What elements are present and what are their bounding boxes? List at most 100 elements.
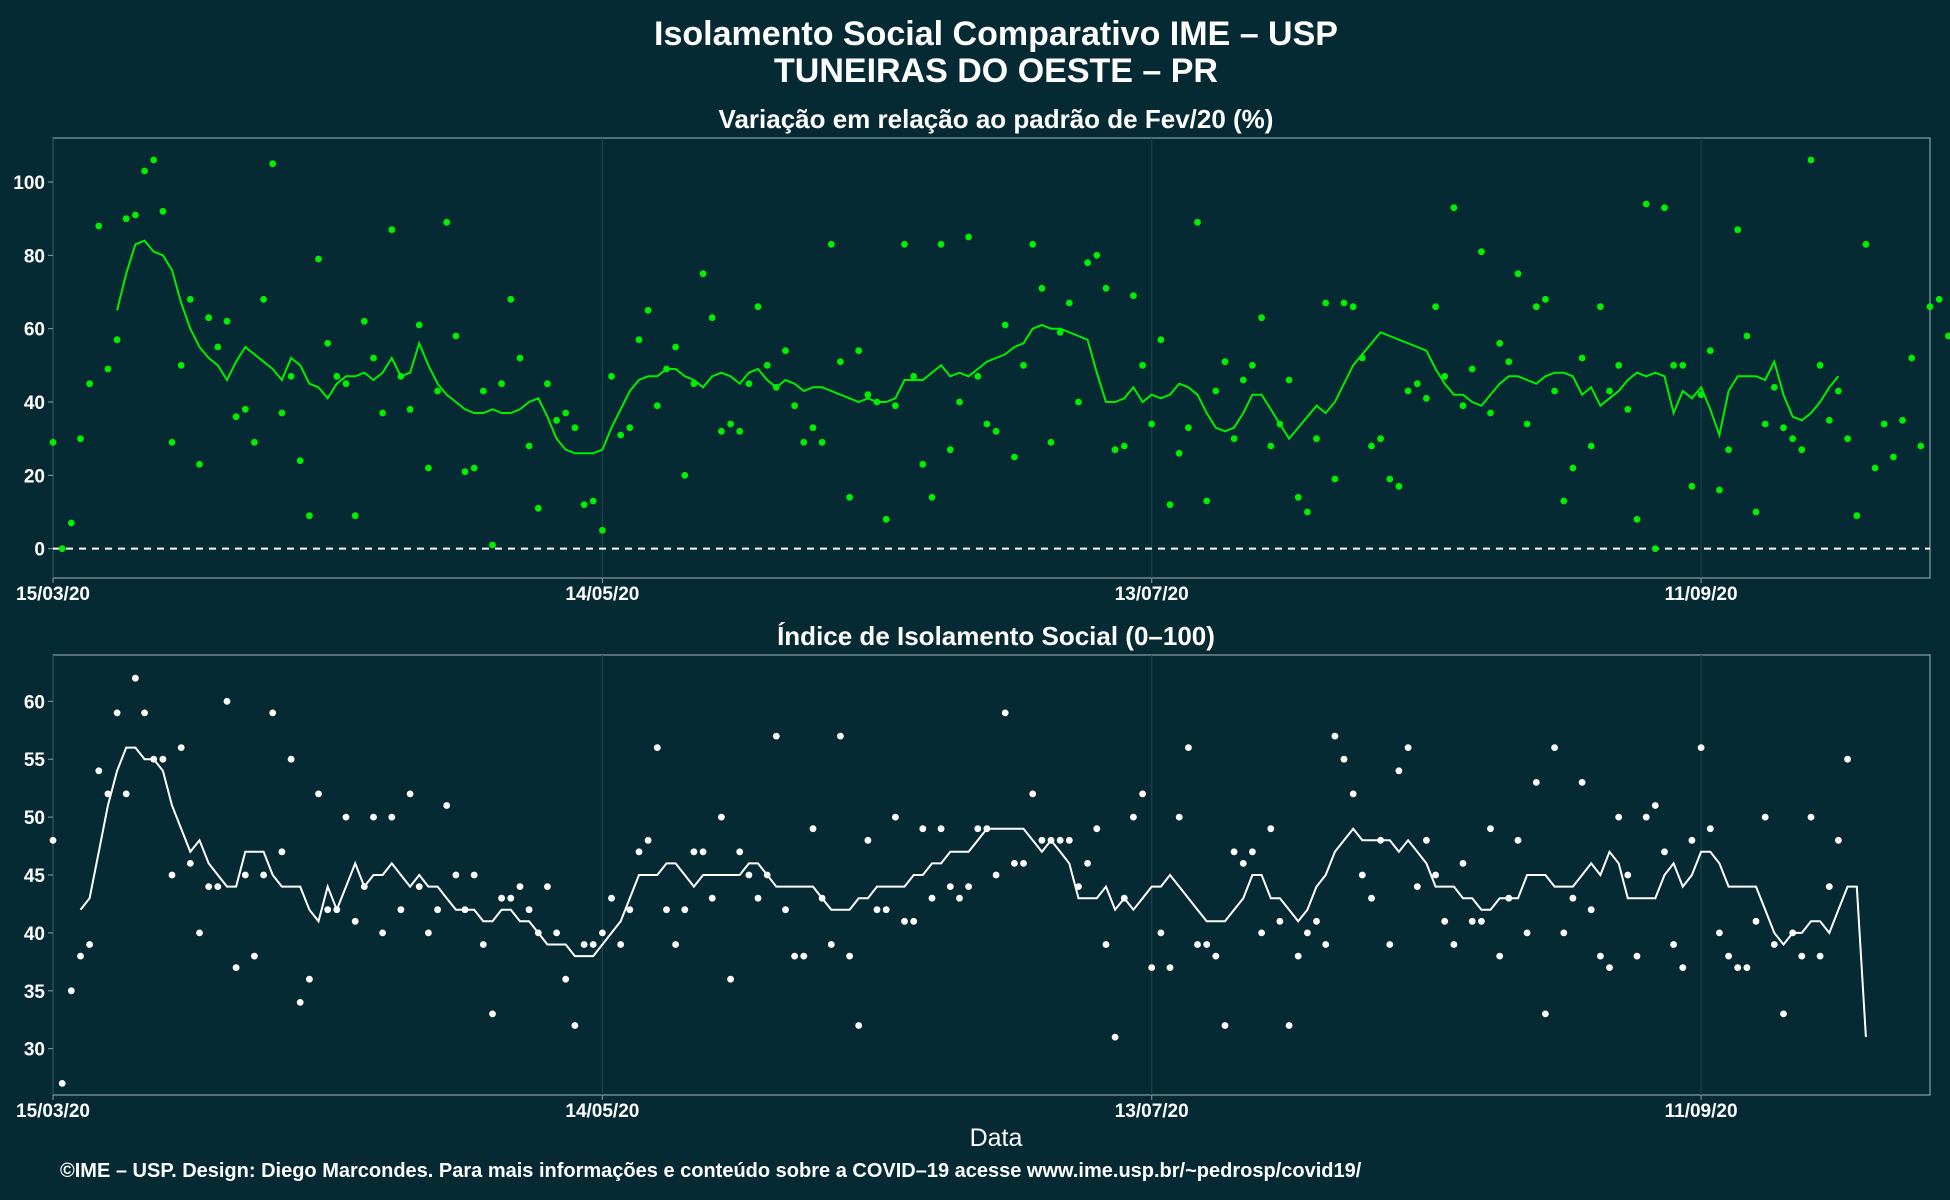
data-point [791, 402, 798, 410]
data-point [1487, 409, 1494, 417]
data-point [1340, 299, 1348, 307]
plot-area [52, 654, 1931, 1096]
data-point [1944, 332, 1950, 340]
data-point [397, 906, 405, 914]
data-point [1770, 383, 1778, 391]
data-point [1752, 508, 1760, 516]
data-point [571, 1022, 579, 1029]
data-point [1871, 464, 1879, 472]
data-point [1038, 284, 1046, 292]
data-point [1157, 336, 1165, 344]
data-point [882, 906, 890, 914]
data-point [1413, 883, 1421, 890]
data-point [1020, 361, 1027, 369]
data-point [965, 883, 972, 890]
data-point [599, 929, 606, 937]
data-point [1175, 813, 1183, 821]
data-point [1633, 952, 1641, 960]
data-point [1587, 442, 1595, 450]
data-point [516, 354, 524, 362]
data-point [1862, 240, 1870, 248]
data-point [214, 883, 222, 890]
data-point [708, 314, 716, 322]
x-tick-label: 14/05/20 [565, 1101, 639, 1122]
data-point [67, 519, 75, 527]
data-point [1899, 416, 1906, 424]
data-point [388, 226, 396, 234]
data-point [827, 240, 835, 248]
data-point [919, 825, 927, 833]
data-point [1551, 744, 1558, 751]
caption: ©IME – USP. Design: Diego Marcondes. Par… [60, 1160, 1362, 1182]
data-point [882, 515, 890, 523]
data-point [1478, 917, 1485, 925]
data-point [745, 871, 753, 879]
data-point [379, 409, 386, 417]
bottom-panel-title: Índice de Isolamento Social (0–100) [777, 621, 1215, 651]
data-point [1844, 755, 1851, 763]
moving-average-line [79, 746, 1867, 1038]
data-point [626, 424, 634, 432]
data-point [1798, 446, 1806, 454]
data-point [370, 813, 377, 821]
data-point [177, 744, 185, 751]
data-point [827, 941, 835, 948]
data-point [580, 501, 588, 509]
data-point [434, 387, 441, 395]
data-point [956, 398, 963, 406]
data-point [489, 541, 496, 549]
data-point [251, 952, 258, 960]
data-point [1468, 917, 1476, 925]
data-point [342, 813, 350, 821]
data-point [507, 894, 515, 902]
data-point [1056, 328, 1064, 336]
data-point [1917, 442, 1925, 450]
data-point [937, 825, 945, 833]
data-point [1130, 813, 1137, 821]
data-point [196, 929, 203, 937]
data-point [498, 380, 505, 388]
data-point [1304, 929, 1311, 937]
data-point [168, 438, 176, 446]
data-point [479, 387, 487, 395]
data-point [434, 906, 441, 914]
data-point [1304, 508, 1311, 516]
x-tick-label: 15/03/20 [16, 584, 90, 605]
data-point [1011, 860, 1018, 867]
data-point [498, 894, 505, 902]
data-point [1285, 1022, 1293, 1029]
data-point [809, 424, 817, 432]
data-point [1368, 442, 1375, 450]
data-point [1395, 482, 1403, 490]
moving-average-line [116, 239, 1840, 455]
data-point [1734, 226, 1742, 234]
data-point [1230, 435, 1238, 443]
data-point [1185, 744, 1192, 751]
data-point [260, 871, 267, 879]
y-tick-label: 45 [24, 866, 46, 887]
data-point [214, 343, 222, 351]
data-point [1532, 303, 1540, 311]
data-point [553, 929, 560, 937]
data-point [992, 871, 1000, 879]
data-point [1075, 398, 1082, 406]
data-point [1065, 836, 1073, 844]
data-point [1450, 204, 1458, 212]
data-point [1130, 292, 1137, 300]
data-point [653, 402, 661, 410]
data-point [855, 347, 863, 355]
data-point [562, 409, 570, 417]
data-point [1807, 156, 1815, 164]
data-point [1020, 860, 1027, 867]
data-point [141, 709, 149, 717]
data-point [1120, 442, 1128, 450]
data-point [1001, 321, 1009, 329]
data-point [525, 906, 533, 914]
data-point [1514, 270, 1522, 278]
data-point [1853, 512, 1861, 520]
data-point [1001, 709, 1009, 717]
data-point [1450, 941, 1458, 948]
data-point [1642, 813, 1650, 821]
figure-title: Isolamento Social Comparativo IME – USP [654, 15, 1338, 53]
